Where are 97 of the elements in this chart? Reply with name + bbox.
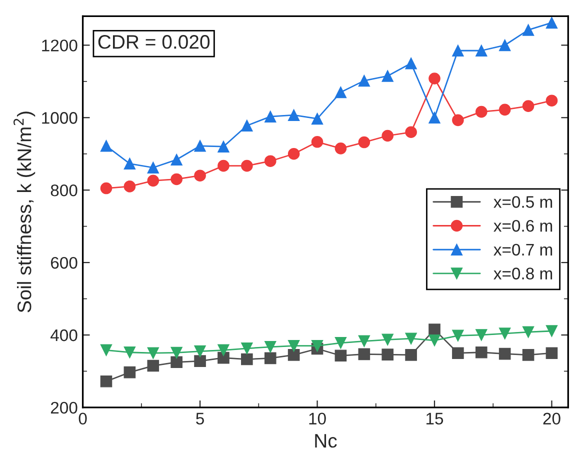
point: [124, 158, 136, 170]
y-tick-label: 200: [50, 402, 78, 414]
x-tick-label: 10: [309, 412, 326, 425]
point: [100, 140, 112, 152]
x-tick-label: 20: [543, 412, 560, 425]
point: [334, 337, 347, 349]
y-tick-label: 1000: [42, 112, 78, 124]
point: [264, 341, 276, 353]
point: [358, 136, 370, 148]
point: [475, 106, 488, 118]
point: [405, 126, 417, 138]
point: [452, 330, 464, 342]
point: [522, 24, 534, 36]
point: [124, 366, 136, 378]
point: [170, 154, 182, 166]
point: [311, 136, 324, 148]
point: [358, 74, 370, 87]
y-tick-label: 1200: [42, 40, 78, 52]
point: [382, 334, 394, 346]
point: [288, 109, 300, 122]
point: [522, 349, 534, 361]
point: [382, 130, 394, 142]
point: [405, 332, 417, 345]
point: [546, 94, 558, 107]
point: [475, 44, 488, 57]
point: [522, 100, 534, 112]
point: [475, 329, 488, 341]
point: [498, 39, 511, 52]
point: [498, 104, 511, 116]
point: [124, 180, 136, 192]
point: [334, 86, 347, 98]
point: [264, 352, 276, 364]
point: [358, 348, 370, 360]
point: [311, 340, 324, 352]
point: [218, 160, 230, 172]
point: [264, 110, 276, 122]
point: [194, 140, 206, 152]
point: [546, 325, 558, 337]
point: [194, 355, 206, 367]
y-tick-label: 400: [50, 329, 78, 342]
legend-label: x=0.8 m: [494, 268, 552, 280]
y-tick-label: 800: [50, 184, 78, 196]
point: [334, 142, 347, 154]
point: [452, 114, 464, 126]
point: [428, 334, 440, 346]
point: [218, 140, 230, 153]
y-tick-label: 600: [50, 256, 78, 269]
legend-label: x=0.5 m: [494, 196, 552, 208]
point: [241, 160, 253, 172]
point: [405, 57, 417, 70]
point: [170, 346, 182, 359]
point: [100, 344, 112, 356]
point: [194, 170, 206, 182]
y-axis-title: Soil stiffness, k (kN/m$^{2}$): [14, 112, 36, 312]
x-tick-label: 5: [196, 412, 204, 425]
point: [498, 328, 511, 340]
point: [405, 349, 417, 361]
point: [124, 346, 136, 358]
x-tick-label: 15: [426, 412, 444, 425]
legend-label: x=0.7 m: [494, 244, 552, 256]
point: [452, 347, 464, 360]
point: [288, 349, 300, 361]
point: [428, 112, 440, 124]
point: [288, 148, 300, 160]
point: [218, 352, 230, 364]
point: [194, 345, 206, 358]
point: [100, 182, 112, 194]
point: [170, 356, 182, 368]
point: [475, 346, 488, 358]
point: [546, 347, 558, 360]
x-tick-label: 0: [78, 412, 87, 425]
point: [264, 155, 276, 168]
point: [147, 347, 160, 360]
point: [147, 360, 160, 372]
point: [522, 326, 534, 338]
point: [218, 344, 230, 356]
point: [147, 162, 160, 174]
point: [241, 342, 253, 354]
point: [100, 375, 112, 388]
point: [428, 324, 440, 336]
annotation: CDR = 0.020: [98, 35, 210, 49]
x-axis-title: Nc: [315, 434, 337, 448]
point: [170, 173, 182, 186]
point: [241, 120, 253, 132]
point: [452, 44, 464, 57]
point: [311, 112, 324, 125]
point: [498, 348, 511, 360]
point: [334, 350, 347, 362]
point: [546, 16, 558, 29]
point: [288, 340, 300, 352]
point: [382, 348, 394, 360]
point: [147, 174, 160, 187]
legend-label: x=0.6 m: [494, 220, 552, 232]
point: [358, 335, 370, 348]
point: [241, 353, 253, 366]
point: [428, 72, 440, 84]
point: [382, 70, 394, 82]
